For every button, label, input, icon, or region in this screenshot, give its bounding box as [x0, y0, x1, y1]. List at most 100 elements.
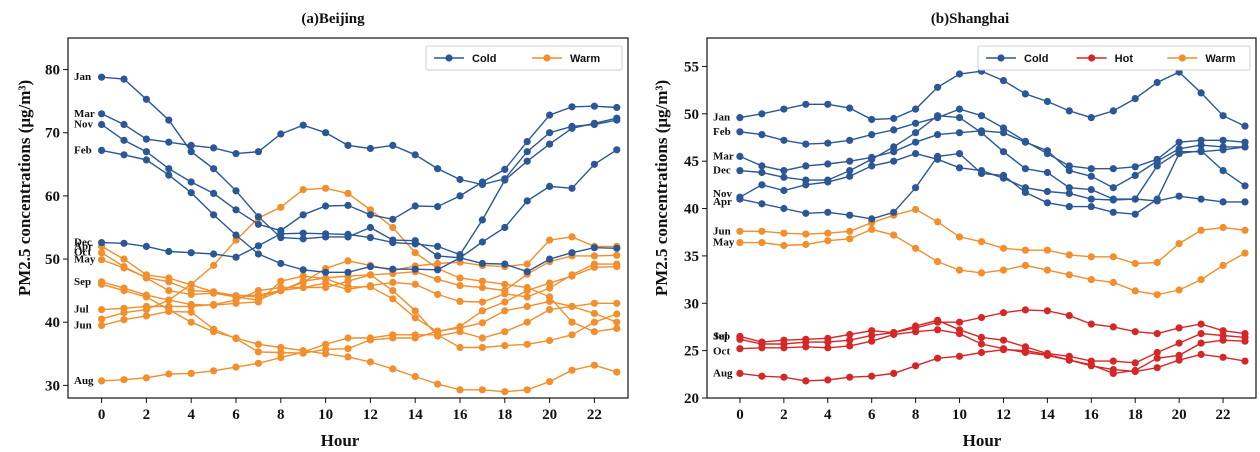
series-line [739, 309, 1246, 343]
data-point [912, 328, 920, 336]
data-point [1043, 307, 1051, 315]
beijing-y-tick-label: 40 [45, 315, 60, 331]
data-point [1197, 195, 1205, 203]
data-point [501, 280, 509, 288]
data-point [868, 131, 876, 139]
data-point [389, 331, 397, 339]
data-point [802, 230, 810, 238]
month-label: May [74, 254, 96, 266]
shanghai-legend: Cold Hot Warm [977, 45, 1251, 71]
data-point [824, 139, 832, 147]
data-point [1087, 114, 1095, 122]
data-point [890, 231, 898, 239]
data-point [165, 370, 173, 378]
data-point [411, 307, 419, 315]
data-point [501, 328, 509, 336]
data-point [934, 131, 942, 139]
data-point [999, 244, 1008, 252]
data-point [120, 309, 128, 317]
data-point [232, 334, 240, 342]
beijing-x-tick-label: 6 [232, 407, 240, 423]
data-point [802, 181, 810, 189]
data-point [1021, 138, 1029, 146]
shanghai-x-tick-label: 20 [1172, 407, 1187, 423]
data-point [846, 211, 854, 219]
shanghai-series-mar [736, 127, 1249, 192]
data-point [1219, 136, 1227, 144]
data-point [955, 352, 964, 360]
data-point [1109, 278, 1117, 286]
legend-marker [543, 54, 551, 62]
data-point [389, 215, 397, 223]
month-label: Aug [713, 367, 733, 379]
data-point [210, 367, 218, 375]
data-point [846, 157, 854, 165]
beijing-x-tick-label: 14 [408, 407, 424, 423]
data-point [977, 348, 986, 357]
data-point [546, 279, 554, 287]
data-point [210, 144, 218, 152]
data-point [590, 119, 599, 127]
beijing-y-tick-label: 60 [45, 189, 60, 205]
shanghai-x-tick-label: 0 [736, 407, 744, 423]
data-point [955, 233, 964, 241]
data-point [780, 173, 788, 181]
data-point [299, 186, 307, 194]
data-point [1241, 143, 1249, 151]
data-point [934, 112, 942, 120]
data-point [758, 200, 766, 208]
data-point [142, 156, 150, 164]
data-point [523, 148, 531, 156]
beijing-x-tick-label: 0 [98, 407, 106, 423]
month-label: Apr [74, 240, 93, 252]
data-point [411, 280, 419, 288]
data-point [434, 380, 442, 388]
data-point [523, 138, 531, 146]
data-point [955, 129, 964, 137]
shanghai-x-tick-label: 12 [996, 407, 1011, 423]
data-point [977, 340, 986, 348]
data-point [456, 192, 464, 200]
data-point [736, 152, 744, 160]
data-point [98, 321, 106, 329]
data-point [613, 244, 621, 252]
data-point [780, 136, 788, 144]
data-point [165, 171, 173, 179]
data-point [590, 252, 599, 260]
data-point [277, 130, 285, 138]
data-point [411, 240, 419, 248]
data-point [299, 229, 307, 237]
series-line [739, 70, 1246, 127]
legend-label: Warm [1205, 53, 1235, 65]
data-point [1065, 356, 1073, 364]
data-point [187, 141, 195, 149]
data-point [523, 293, 531, 301]
data-point [568, 233, 576, 241]
shanghai-x-tick-label: 14 [1040, 407, 1056, 423]
data-point [568, 366, 576, 374]
month-label: Oct [74, 247, 91, 259]
data-point [501, 290, 509, 298]
legend-label: Warm [570, 53, 600, 65]
data-point [1153, 162, 1161, 170]
data-point [846, 227, 854, 235]
data-point [344, 189, 352, 197]
beijing-series-feb [98, 146, 621, 276]
data-point [1087, 203, 1095, 211]
data-point [411, 265, 419, 273]
shanghai-y-tick-label: 30 [684, 296, 699, 312]
data-point [1175, 240, 1183, 248]
data-point [934, 83, 942, 91]
data-point [912, 150, 920, 158]
series-line [739, 228, 1246, 296]
data-point [546, 111, 554, 119]
shanghai-x-tick-label: 22 [1216, 407, 1231, 423]
data-point [1131, 95, 1139, 103]
data-point [912, 205, 920, 214]
data-point [322, 268, 330, 276]
data-point [824, 100, 832, 108]
data-point [165, 296, 173, 304]
month-label: Jun [713, 225, 731, 237]
data-point [758, 372, 766, 380]
data-point [1197, 330, 1205, 338]
